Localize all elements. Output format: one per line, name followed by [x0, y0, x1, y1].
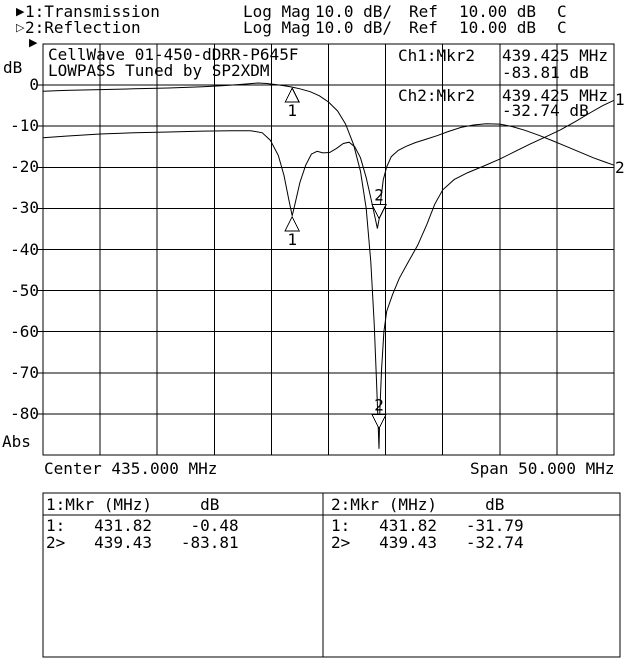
marker-2-label-trace1: 2 — [374, 396, 384, 415]
trace-2-polyline — [42, 123, 615, 229]
y-tick-label: 0 — [29, 75, 39, 95]
trace2-scale: 10.0 dB/ — [315, 18, 393, 37]
marker-2-triangle-trace1 — [371, 414, 387, 430]
marker-table-2-row: 1: 431.82 -31.79 — [331, 516, 524, 535]
span-label: Span 50.000 MHz — [470, 459, 615, 478]
active-trace-icon: ▶ — [16, 5, 25, 18]
y-tick-label: -70 — [10, 362, 39, 382]
marker-1-triangle-trace1 — [284, 86, 300, 103]
marker-2-label-trace2: 2 — [374, 186, 384, 205]
device-title-line1: CellWave 01-450-dDRR-P645F — [48, 45, 299, 64]
trace1-format: Log Mag — [243, 2, 311, 21]
trace2-ref-value: 10.00 dB — [459, 18, 537, 37]
y-tick-label: -40 — [10, 239, 39, 259]
ch1-marker-freq: 439.425 MHz — [502, 46, 608, 65]
y-tick-label: -60 — [10, 321, 39, 341]
trace1-edge-label: 1 — [615, 90, 625, 109]
y-tick-label: -50 — [10, 280, 39, 300]
trace1-name: 1:Transmission — [25, 2, 160, 21]
ch2-marker-label: Ch2:Mkr2 — [398, 86, 476, 105]
trace1-ref-label: Ref — [409, 2, 438, 21]
trace2-edge-label: 2 — [615, 158, 625, 177]
y-axis-unit: dB — [3, 58, 23, 77]
inactive-trace-icon: ▷ — [16, 21, 25, 34]
marker-1-label-trace2: 1 — [287, 230, 297, 249]
ch1-marker-value: -83.81 dB — [502, 63, 589, 82]
marker-1-triangle-trace2 — [284, 215, 300, 232]
marker-2-triangle-trace2 — [371, 204, 387, 220]
marker-table-1-row: 2> 439.43 -83.81 — [46, 533, 239, 552]
ch1-marker-label: Ch1:Mkr2 — [398, 46, 476, 65]
y-tick-label: -20 — [10, 157, 39, 177]
trace2-format: Log Mag — [243, 18, 311, 37]
ch2-marker-value: -32.74 dB — [502, 101, 589, 120]
y-tick-label: -30 — [10, 198, 39, 218]
y-axis-bottom-mode: Abs — [2, 432, 31, 451]
trace2-name: 2:Reflection — [25, 18, 141, 37]
trace1-ref-value: 10.00 dB — [459, 2, 537, 21]
marker-table-1-header: 1:Mkr (MHz) dB — [46, 495, 220, 514]
trace2-status-flag: C — [557, 18, 567, 37]
marker-table-2-row: 2> 439.43 -32.74 — [331, 533, 524, 552]
marker-1-label-trace1: 1 — [287, 101, 297, 120]
device-title-line2: LOWPASS Tuned by SP2XDM — [48, 61, 270, 80]
active-channel-arrow-icon: ▶ — [29, 36, 38, 49]
trace1-scale: 10.0 dB/ — [315, 2, 393, 21]
y-tick-label: -80 — [10, 403, 39, 423]
ch2-marker-freq: 439.425 MHz — [502, 86, 608, 105]
center-frequency-label: Center 435.000 MHz — [44, 459, 218, 478]
marker-table-2-header: 2:Mkr (MHz) dB — [331, 495, 505, 514]
trace2-ref-label: Ref — [409, 18, 438, 37]
trace-1-polyline — [42, 82, 615, 449]
y-tick-label: -10 — [10, 116, 39, 136]
trace1-status-flag: C — [557, 2, 567, 21]
marker-table-1-row: 1: 431.82 -0.48 — [46, 516, 239, 535]
marker-table-frame — [42, 492, 621, 658]
